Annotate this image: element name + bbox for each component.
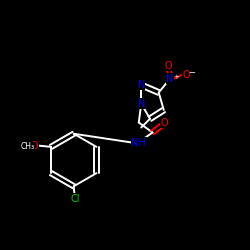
Text: O: O bbox=[182, 70, 190, 80]
Text: O: O bbox=[165, 61, 172, 71]
Text: O: O bbox=[31, 140, 38, 150]
Text: −: − bbox=[188, 68, 195, 77]
Text: CH₃: CH₃ bbox=[21, 142, 35, 151]
Text: Cl: Cl bbox=[70, 194, 80, 204]
Text: N: N bbox=[138, 80, 145, 90]
Text: N: N bbox=[138, 99, 145, 109]
Text: N: N bbox=[166, 74, 174, 84]
Text: NH: NH bbox=[131, 138, 146, 147]
Text: O: O bbox=[161, 118, 168, 128]
Text: +: + bbox=[173, 74, 179, 80]
